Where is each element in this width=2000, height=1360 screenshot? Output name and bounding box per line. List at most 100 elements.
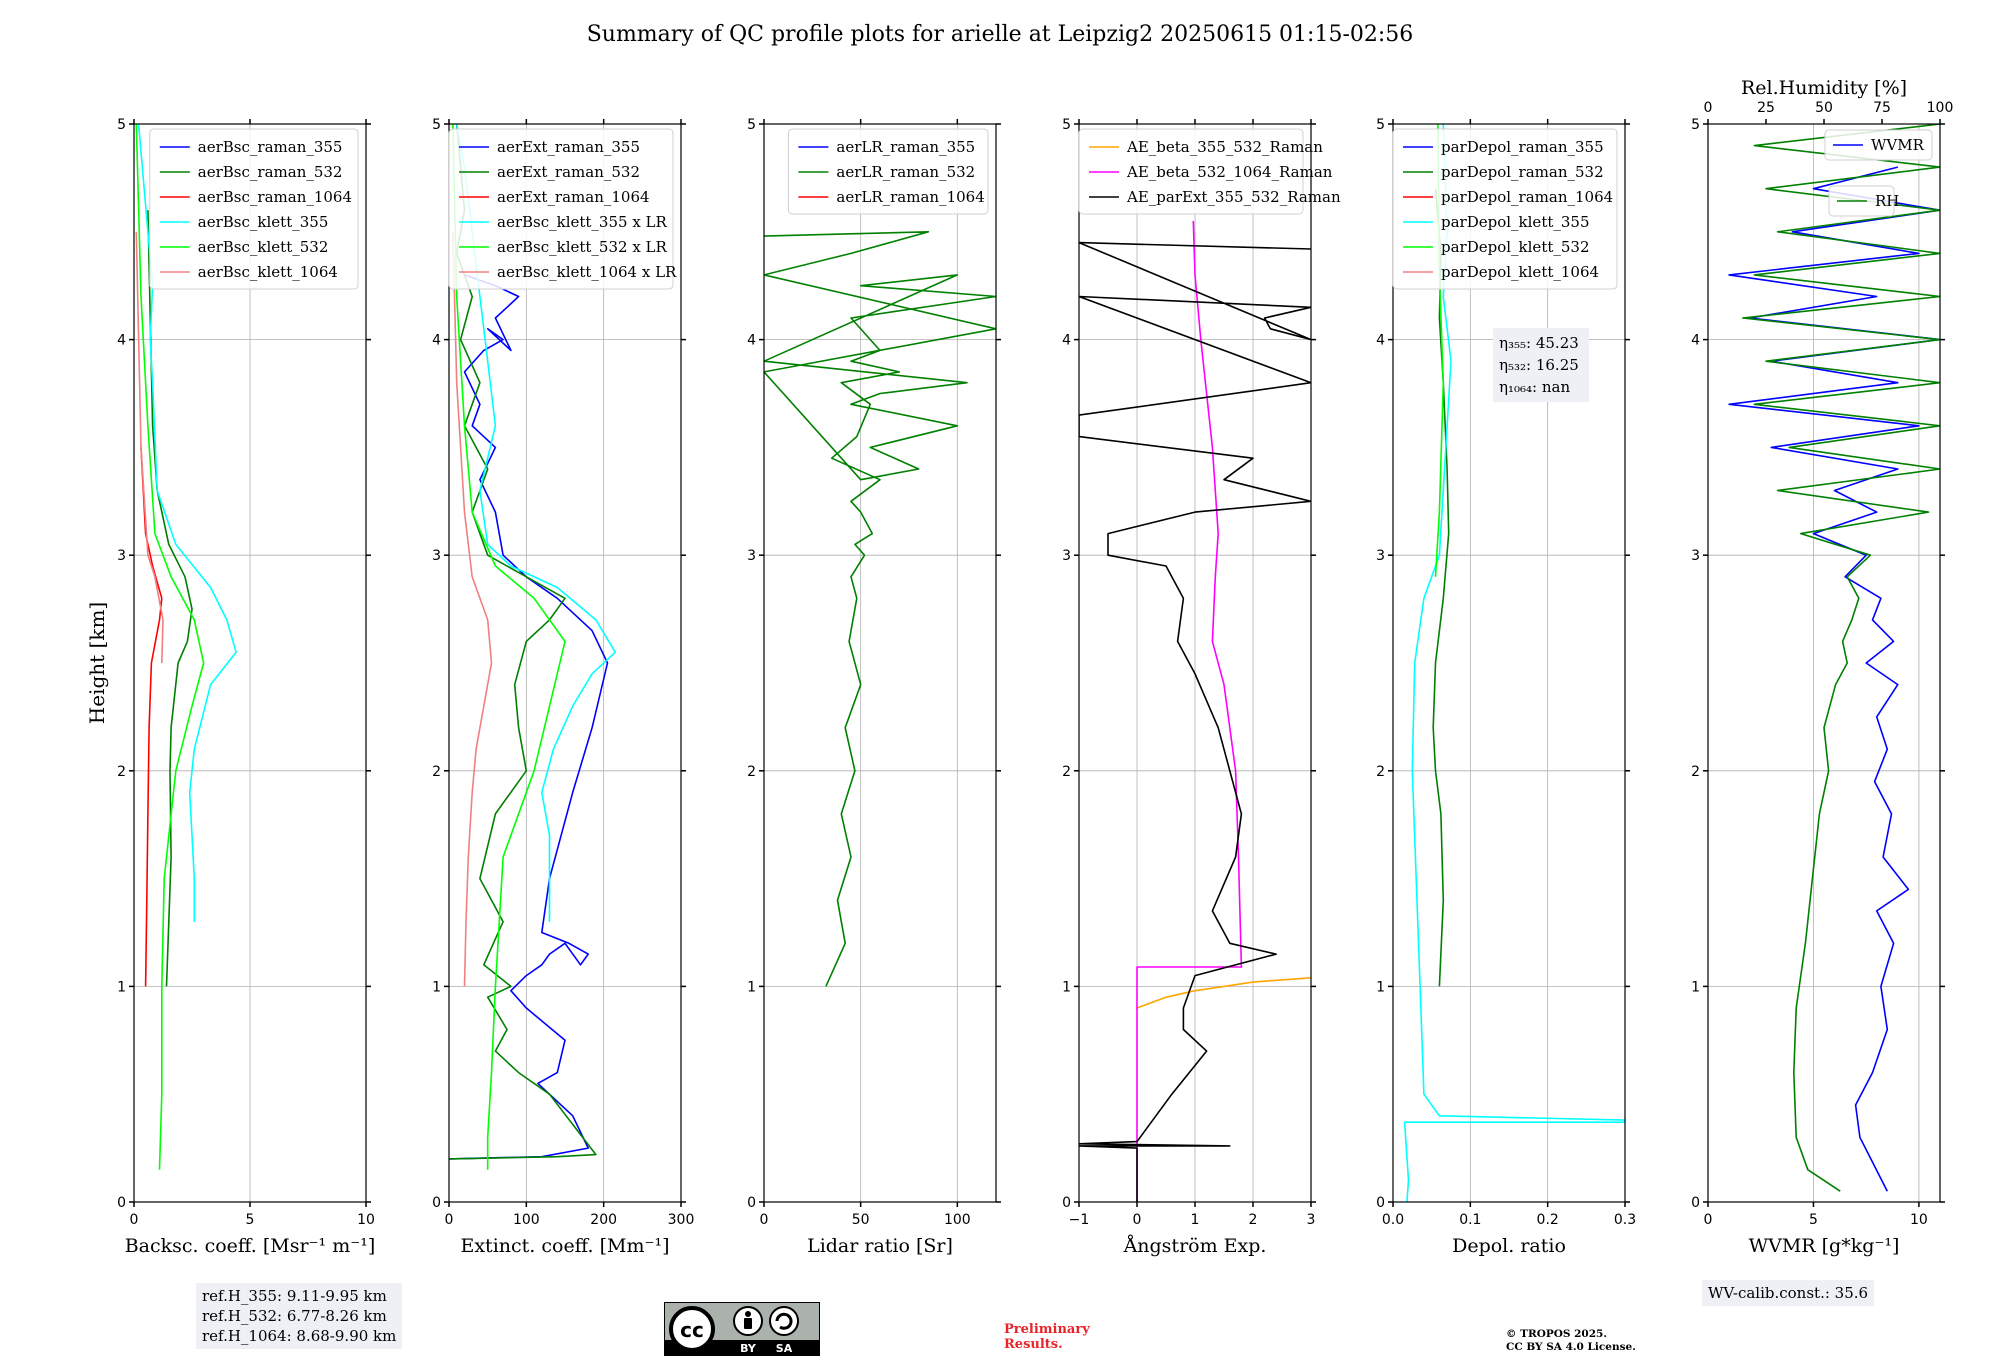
x2-tick-label: 75 — [1873, 100, 1891, 116]
figure-title: Summary of QC profile plots for arielle … — [586, 22, 1414, 47]
x-tick-label: 3 — [1307, 1212, 1316, 1228]
legend-label: aerBsc_klett_1064 x LR — [497, 263, 677, 281]
series-line-aerBsc_klett_355 — [137, 124, 237, 922]
x-tick-label: 5 — [246, 1212, 255, 1228]
series-group — [135, 124, 237, 1170]
legend: aerLR_raman_355 aerLR_raman_532 aerLR_rama… — [787, 128, 989, 215]
annotation-box — [1493, 328, 1589, 402]
x-tick-label: 0 — [130, 1212, 139, 1228]
x2-tick-label: 50 — [1815, 100, 1833, 116]
y-tick-label: 0 — [1691, 1195, 1700, 1211]
legend-label: aerBsc_raman_532 — [198, 163, 343, 181]
y-tick-label: 4 — [747, 333, 756, 349]
legend: AE_beta_355_532_Raman AE_beta_532_1064_Ra… — [1078, 128, 1341, 215]
x-tick-label: 10 — [1910, 1212, 1928, 1228]
x-tick-label: 0.1 — [1459, 1212, 1481, 1228]
panel-extinction: 0 1 2 3 4 5 0 100 200 300 Extinct. coeff. [Mm⁻¹] ae… — [432, 117, 694, 1257]
legend-label: AE_beta_355_532_Raman — [1126, 138, 1323, 156]
legend-label: parDepol_klett_1064 — [1441, 263, 1599, 281]
y-tick-label: 2 — [432, 764, 441, 780]
y-tick-label: 5 — [747, 117, 756, 133]
series-line-aerBsc_klett_355 x LR — [455, 124, 617, 922]
x-tick-label: 50 — [852, 1212, 870, 1228]
series-line-aerBsc_raman_532 — [147, 210, 193, 987]
series-line-parDepol_raman_532 — [1432, 188, 1450, 987]
cc-icon — [669, 1306, 715, 1352]
legend-box — [448, 128, 674, 290]
series-line-aerBsc_klett_532 — [135, 124, 205, 1170]
y-tick-label: 1 — [1376, 979, 1385, 995]
series-line-aerExt_raman_355 — [449, 274, 609, 1160]
x-tick-label: 5 — [1809, 1212, 1818, 1228]
y-tick-label: 0 — [432, 1195, 441, 1211]
legend-label: AE_parExt_355_532_Raman — [1126, 188, 1341, 206]
x-axis-label: Depol. ratio — [1452, 1235, 1566, 1257]
legend-box — [1078, 128, 1304, 215]
legend-label: aerBsc_raman_355 — [198, 138, 343, 156]
series-line-aerBsc_klett_532 x LR — [452, 124, 566, 1170]
legend-label: parDepol_klett_355 — [1441, 213, 1590, 231]
y-tick-label: 2 — [747, 764, 756, 780]
y-tick-label: 4 — [432, 333, 441, 349]
copyright-line-1: © TROPOS 2025. — [1506, 1328, 1608, 1340]
preliminary-line-2: Results. — [1004, 1337, 1063, 1352]
y-tick-label: 4 — [117, 333, 126, 349]
cc-sa-label: SA — [776, 1342, 793, 1355]
series-group — [449, 124, 617, 1170]
x-tick-label: 0 — [1133, 1212, 1142, 1228]
legend-WVMR: WVMR — [1824, 129, 1933, 161]
legend-label: aerBsc_klett_1064 — [198, 263, 338, 281]
legend-box — [1392, 128, 1618, 290]
series-group — [764, 231, 996, 987]
legend-box — [149, 128, 359, 290]
y-axis-label: Height [km] — [85, 602, 109, 724]
x-tick-label: 100 — [944, 1212, 971, 1228]
y-tick-label: 1 — [117, 979, 126, 995]
legend-label: aerBsc_klett_532 — [198, 238, 329, 256]
eta-annotation: η₃₅₅: 45.23 η₅₃₂: 16.25 η₁₀₆₄: nan — [1493, 328, 1589, 402]
x-tick-label: 0.0 — [1382, 1212, 1404, 1228]
y-tick-label: 1 — [432, 979, 441, 995]
axes-frame — [448, 123, 682, 1203]
y-tick-label: 0 — [1062, 1195, 1071, 1211]
legend-label: parDepol_raman_355 — [1441, 138, 1604, 156]
axes-frame — [1707, 123, 1941, 1203]
y-tick-label: 1 — [1691, 979, 1700, 995]
axes-frame — [1392, 123, 1626, 1203]
series-line-aerBsc_klett_1064 x LR — [452, 231, 493, 987]
legend-label: aerBsc_raman_1064 — [198, 188, 352, 206]
copyright-notice: © TROPOS 2025. CC BY SA 4.0 License. — [1506, 1328, 1636, 1354]
y-tick-label: 1 — [1062, 979, 1071, 995]
legend-RH: RH — [1828, 185, 1899, 217]
copyright-line-2: CC BY SA 4.0 License. — [1506, 1341, 1636, 1353]
legend-label: aerLR_raman_532 — [836, 163, 975, 181]
ref-height-355: ref.H_355: 9.11-9.95 km — [202, 1287, 387, 1305]
x-tick-label: 0.2 — [1537, 1212, 1559, 1228]
x-axis-label: Lidar ratio [Sr] — [807, 1235, 953, 1257]
y-tick-label: 4 — [1062, 333, 1071, 349]
y-tick-label: 5 — [432, 117, 441, 133]
x2-tick-label: 100 — [1927, 100, 1954, 116]
legend-label: parDepol_raman_532 — [1441, 163, 1604, 181]
svg-text:cc: cc — [680, 1318, 704, 1342]
y-tick-label: 3 — [117, 548, 126, 564]
legend-label: WVMR — [1871, 136, 1925, 154]
cc-by-sa-logo: cc BY SA — [664, 1302, 820, 1356]
x-tick-label: 0.3 — [1614, 1212, 1636, 1228]
legend-label: RH — [1875, 192, 1899, 210]
legend-label: AE_beta_532_1064_Raman — [1126, 163, 1333, 181]
legend-label: aerLR_raman_355 — [836, 138, 975, 156]
legend-label: aerExt_raman_532 — [497, 163, 640, 181]
y-tick-label: 5 — [117, 117, 126, 133]
ref-height-532: ref.H_532: 6.77-8.26 km — [202, 1307, 387, 1325]
y-tick-label: 2 — [1062, 764, 1071, 780]
y-tick-label: 3 — [432, 548, 441, 564]
y-tick-label: 0 — [747, 1195, 756, 1211]
y-tick-label: 0 — [1376, 1195, 1385, 1211]
x-tick-label: 1 — [1191, 1212, 1200, 1228]
y-tick-label: 2 — [117, 764, 126, 780]
legend-label: aerLR_raman_1064 — [836, 188, 984, 206]
